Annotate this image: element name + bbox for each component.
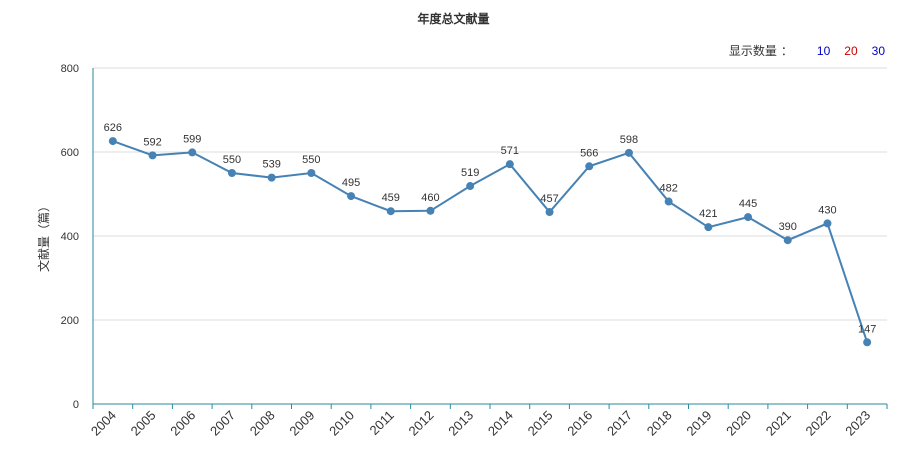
data-point[interactable] [545,208,554,217]
data-point[interactable] [307,169,316,177]
data-label: 571 [501,145,519,157]
x-tick-label: 2010 [326,408,357,439]
x-tick-label: 2020 [723,408,754,439]
data-point[interactable] [823,219,832,228]
x-tick-label: 2021 [763,408,794,439]
data-label: 598 [620,134,638,146]
data-label: 550 [223,154,241,166]
x-tick-label: 2018 [644,408,675,439]
data-label: 592 [143,136,161,148]
data-point[interactable] [585,162,594,171]
x-tick-label: 2013 [445,408,476,439]
x-tick-label: 2004 [88,408,119,439]
count-option-30[interactable]: 30 [871,43,885,58]
x-tick-label: 2005 [128,408,159,439]
data-label: 599 [183,133,201,145]
data-point[interactable] [505,160,514,169]
data-label: 445 [739,198,757,210]
data-label: 430 [818,204,836,216]
count-option-10[interactable]: 10 [816,43,831,58]
data-label: 421 [699,208,717,220]
count-option-20[interactable]: 20 [844,43,858,58]
data-label: 459 [382,192,400,204]
x-tick-label: 2023 [842,408,873,439]
data-point[interactable] [188,148,197,157]
data-label: 495 [342,177,360,189]
data-point[interactable] [664,197,673,206]
x-tick-label: 2022 [803,408,834,439]
data-label: 626 [104,122,122,134]
data-label: 566 [580,147,598,159]
data-label: 460 [421,192,439,204]
y-tick-label: 600 [61,147,79,159]
data-point[interactable] [426,206,435,215]
data-label: 519 [461,167,479,179]
series-line [112,140,869,343]
y-tick-label: 200 [61,315,79,327]
data-point[interactable] [347,192,356,201]
display-count-colon: ： [780,44,793,58]
data-label: 390 [779,221,797,233]
data-point[interactable] [783,236,792,245]
x-tick-label: 2014 [485,408,516,439]
y-axis-title: 文献量（篇） [36,200,51,272]
x-tick-label: 2011 [366,408,396,438]
y-tick-label: 800 [61,63,79,75]
x-tick-label: 2009 [286,408,317,439]
data-label: 550 [302,154,320,166]
data-point[interactable] [704,223,713,232]
x-tick-label: 2015 [525,408,556,439]
data-point[interactable] [466,182,475,191]
data-point[interactable] [744,213,753,222]
data-point[interactable] [267,173,276,182]
display-count-control: 显示数量 ： 10 20 30 [729,42,885,59]
data-point[interactable] [148,151,157,160]
data-point[interactable] [863,338,872,347]
x-tick-label: 2012 [406,408,437,439]
x-tick-label: 2017 [604,408,635,439]
x-tick-label: 2008 [247,408,278,439]
x-tick-label: 2019 [683,408,714,439]
data-label: 539 [262,159,280,171]
x-tick-label: 2006 [167,408,198,439]
x-tick-label: 2016 [564,408,595,439]
data-label: 482 [659,183,677,195]
y-tick-label: 0 [73,399,79,411]
y-tick-label: 400 [61,231,79,243]
data-point[interactable] [227,169,236,177]
data-label: 147 [858,323,876,335]
data-point[interactable] [386,207,395,216]
data-point[interactable] [624,148,633,157]
data-point[interactable] [108,137,117,146]
data-label: 457 [540,193,558,205]
chart-title: 年度总文献量 [417,12,490,26]
display-count-label: 显示数量 [728,44,777,58]
x-tick-label: 2007 [207,408,238,439]
